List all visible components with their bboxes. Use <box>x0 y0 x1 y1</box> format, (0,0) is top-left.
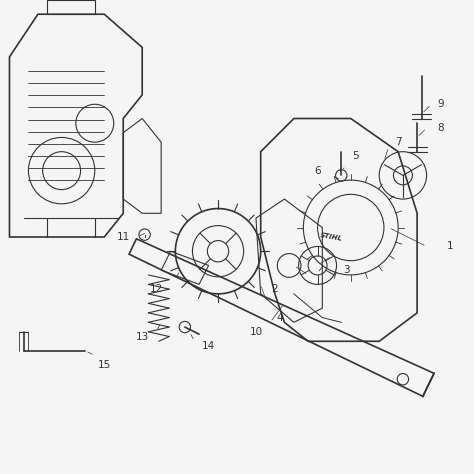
Text: 14: 14 <box>202 341 215 351</box>
Text: 3: 3 <box>343 265 349 275</box>
Text: 13: 13 <box>136 331 149 342</box>
Text: 4: 4 <box>276 312 283 323</box>
Text: 12: 12 <box>150 284 163 294</box>
Text: 11: 11 <box>117 232 130 242</box>
Text: 2: 2 <box>272 284 278 294</box>
Text: 6: 6 <box>314 165 321 176</box>
Text: 5: 5 <box>352 151 359 162</box>
Text: 15: 15 <box>98 360 111 370</box>
Text: 8: 8 <box>438 123 444 133</box>
Text: 9: 9 <box>438 99 444 109</box>
Text: 7: 7 <box>395 137 401 147</box>
Text: STIHL: STIHL <box>320 232 344 242</box>
Text: 1: 1 <box>447 241 454 252</box>
Text: 10: 10 <box>249 327 263 337</box>
